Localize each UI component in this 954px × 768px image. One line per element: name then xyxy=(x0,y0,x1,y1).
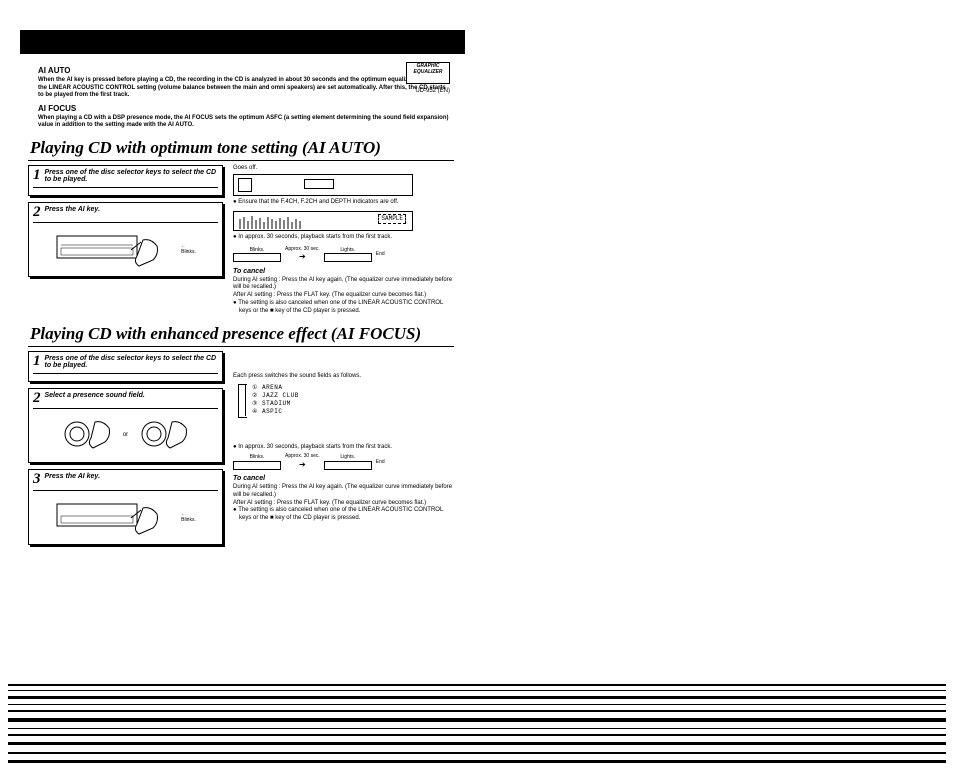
ai-auto-text: When the AI key is pressed before playin… xyxy=(38,77,452,100)
manual-page: GRAPHIC EQUALIZER UD-952 (EN) AI AUTO Wh… xyxy=(10,30,470,551)
cancel-note2: ● The setting is also canceled when one … xyxy=(233,507,454,523)
cancel-during-text: During AI setting : Press the AI key aga… xyxy=(233,277,454,293)
arrow-icon: ➔ xyxy=(299,252,306,261)
scan-artifact xyxy=(0,678,954,768)
blinks-caption: Blinks. xyxy=(181,517,196,523)
seq-box-start xyxy=(233,461,281,470)
section2-title: Playing CD with enhanced presence effect… xyxy=(10,320,470,346)
seq-box-end xyxy=(324,461,372,470)
ai-focus-text: When playing a CD with a DSP presence mo… xyxy=(38,115,452,130)
sec2-step1-box: 1 Press one of the disc selector keys to… xyxy=(28,351,223,382)
step-number: 2 xyxy=(33,206,41,220)
knob-press-illustration: or xyxy=(33,412,218,458)
cancel-heading2: To cancel xyxy=(233,475,265,482)
section2-body: 1 Press one of the disc selector keys to… xyxy=(10,351,470,551)
ai-focus-heading: AI FOCUS xyxy=(38,104,452,114)
sec1-step2-box: 2 Press the AI key. ← Blinks. xyxy=(28,202,223,278)
sec2-step2-text: Select a presence sound field. xyxy=(45,392,145,400)
goes-off-label: Goes off. xyxy=(233,165,257,171)
field-aspic: ④ ASPIC xyxy=(252,408,454,416)
section2-rule xyxy=(28,346,454,347)
cancel-after-text: After AI setting : Press the FLAT key. (… xyxy=(233,292,454,300)
seq-box-end xyxy=(324,253,372,262)
cancel-after-text2: After AI setting : Press the FLAT key. (… xyxy=(233,500,454,508)
arrow-icon: ➔ xyxy=(299,460,306,469)
seq-box-start xyxy=(233,253,281,262)
sound-field-list: ① ARENA ② JAZZ CLUB ③ STADIUM ④ ASPIC xyxy=(245,384,454,415)
seq-end-label: End xyxy=(376,459,385,466)
field-arena: ① ARENA xyxy=(252,384,454,392)
step-number: 1 xyxy=(33,355,41,369)
device-press-illustration: ← Blinks. xyxy=(33,494,218,540)
section1-body: 1 Press one of the disc selector keys to… xyxy=(10,165,470,320)
device-press-illustration: ← Blinks. xyxy=(33,226,218,272)
playback-start-note: ● In approx. 30 seconds, playback starts… xyxy=(233,234,454,242)
or-label: or xyxy=(123,432,128,438)
cancel-during-text2: During AI setting : Press the AI key aga… xyxy=(233,484,454,500)
sec2-step2-box: 2 Select a presence sound field. or xyxy=(28,388,223,464)
seq-end-label: End xyxy=(376,251,385,258)
sample-label: SAMPLE xyxy=(378,214,406,224)
sec2-step3-box: 3 Press the AI key. ← Blinks. xyxy=(28,469,223,545)
header-black-bar xyxy=(20,30,465,54)
cancel-note: ● The setting is also canceled when one … xyxy=(233,300,454,316)
ai-auto-heading: AI AUTO xyxy=(38,66,452,76)
model-number: UD-952 (EN) xyxy=(415,88,450,94)
section1-title: Playing CD with optimum tone setting (AI… xyxy=(10,134,470,160)
switch-note: Each press switches the sound fields as … xyxy=(233,373,454,381)
indicators-off-note: ● Ensure that the F.4CH, F.2CH and DEPTH… xyxy=(233,199,454,207)
graphic-eq-badge: GRAPHIC EQUALIZER xyxy=(406,62,450,84)
playback-start-note2: ● In approx. 30 seconds, playback starts… xyxy=(233,444,454,452)
sequence-row: Blinks. Approx. 30 sec. ➔ Lights. End xyxy=(233,246,454,263)
step-number: 3 xyxy=(33,473,41,487)
field-jazzclub: ② JAZZ CLUB xyxy=(252,392,454,400)
blinks-caption: Blinks. xyxy=(181,249,196,255)
step-number: 1 xyxy=(33,169,41,183)
step-number: 2 xyxy=(33,392,41,406)
field-stadium: ③ STADIUM xyxy=(252,400,454,408)
cancel-heading: To cancel xyxy=(233,268,265,275)
sec1-step1-box: 1 Press one of the disc selector keys to… xyxy=(28,165,223,196)
sec2-step3-text: Press the AI key. xyxy=(45,473,101,481)
sequence-row2: Blinks. Approx. 30 sec. ➔ Lights. End xyxy=(233,453,454,470)
display-panel-illustration xyxy=(233,174,413,196)
spectrum-illustration: SAMPLE xyxy=(233,211,413,231)
sec2-step1-text: Press one of the disc selector keys to s… xyxy=(45,355,219,370)
intro-block: AI AUTO When the AI key is pressed befor… xyxy=(10,54,470,134)
section1-rule xyxy=(28,160,454,161)
sec1-step1-text: Press one of the disc selector keys to s… xyxy=(45,169,219,184)
sec1-step2-text: Press the AI key. xyxy=(45,206,101,214)
